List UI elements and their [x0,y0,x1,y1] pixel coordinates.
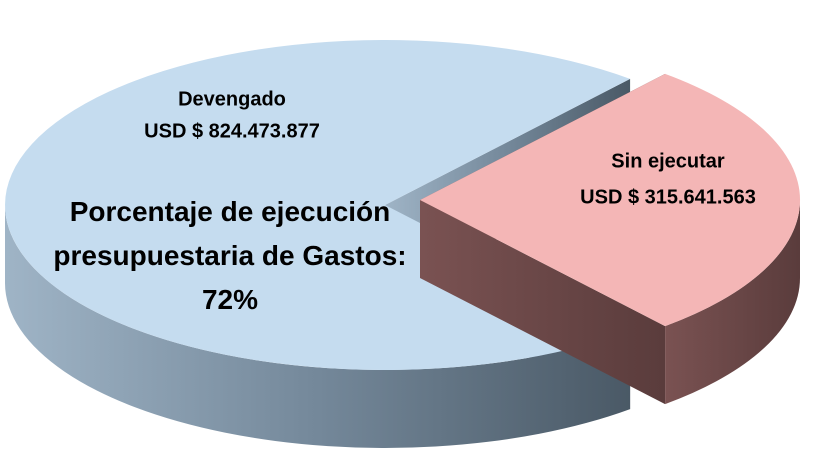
slice-value-label: USD $ 824.473.877 [144,120,320,142]
slice-label: Devengado [178,88,286,110]
pie [4,40,801,449]
slice-side [4,205,631,449]
slice-cut-face [420,200,666,405]
slice-value-label: USD $ 315.641.563 [580,186,756,208]
slice-label: Sin ejecutar [611,150,725,172]
annotation: Porcentaje de ejecución presupuestaria d… [53,196,407,315]
slice-side [665,200,800,405]
slice [420,73,801,327]
